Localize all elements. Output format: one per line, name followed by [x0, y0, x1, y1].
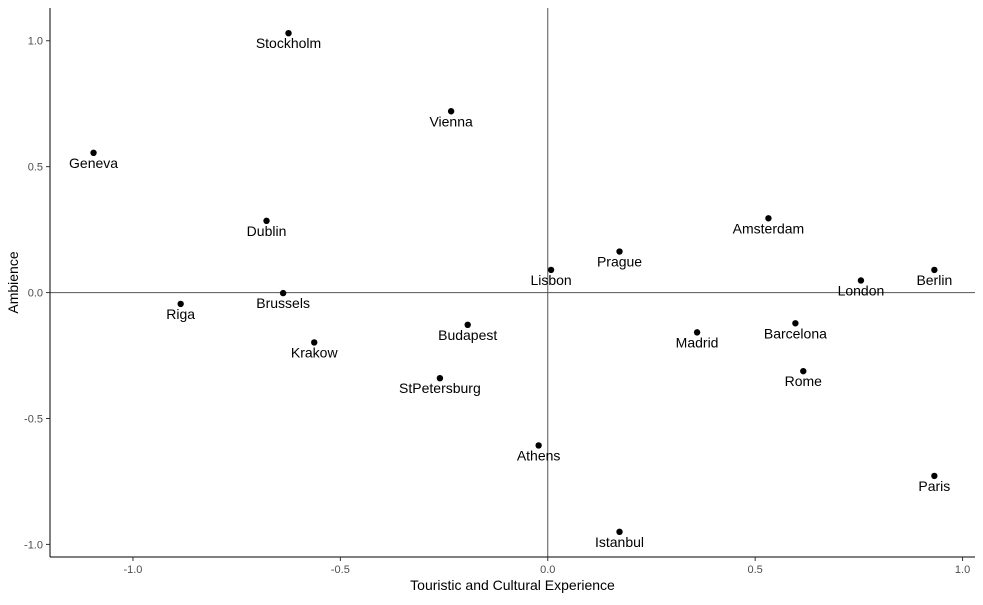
point-label: Brussels: [256, 295, 310, 311]
point-label: Barcelona: [764, 325, 827, 341]
x-axis-title: Touristic and Cultural Experience: [410, 577, 615, 593]
data-point: [931, 472, 938, 480]
y-tick-label: 0.0: [28, 288, 43, 300]
data-point: [800, 367, 807, 375]
y-tick-label: -0.5: [24, 413, 43, 425]
point-label: Krakow: [291, 344, 339, 360]
data-point: [616, 528, 623, 536]
point-label: Berlin: [916, 272, 952, 288]
data-point: [693, 329, 701, 336]
data-point: [436, 374, 444, 382]
data-point: [857, 277, 865, 284]
data-points: [90, 29, 938, 536]
point-labels: Stockholm Vienna Geneva Dublin Amsterdam Prag…: [69, 35, 952, 550]
point-label: Istanbul: [595, 534, 644, 550]
point-label: Dublin: [247, 223, 287, 239]
x-tick-label: 0.0: [540, 564, 555, 576]
point-label: Stockholm: [256, 35, 321, 51]
reference-lines: [50, 8, 975, 557]
point-label: Madrid: [676, 334, 719, 350]
data-point: [90, 149, 97, 157]
data-point: [311, 339, 318, 346]
x-tick-label: -0.5: [331, 564, 350, 576]
point-label: Geneva: [69, 155, 118, 171]
point-label: Lisbon: [530, 272, 571, 288]
point-label: London: [838, 282, 885, 298]
y-tick-label: 1.0: [28, 36, 43, 48]
point-label: Amsterdam: [733, 220, 805, 236]
point-label: Rome: [785, 373, 823, 389]
axes: -1.0 -0.5 0.0 0.5 1.0 -1.0 -0.5 0.0 0.5 1.0: [24, 8, 975, 576]
x-tick-label: 0.5: [748, 564, 763, 576]
data-point: [263, 217, 270, 225]
x-tick-label: 1.0: [955, 564, 970, 576]
data-point: [547, 266, 555, 274]
data-point: [285, 29, 292, 37]
point-label: Prague: [597, 254, 642, 270]
data-point: [464, 321, 471, 329]
data-point: [535, 442, 542, 449]
point-label: Paris: [918, 478, 950, 494]
data-point: [447, 108, 455, 115]
y-axis-title: Ambience: [5, 251, 21, 313]
data-point: [931, 266, 938, 274]
data-point: [177, 300, 184, 308]
point-label: Vienna: [429, 113, 473, 129]
x-tick-label: -1.0: [123, 564, 142, 576]
y-tick-label: -1.0: [24, 539, 43, 551]
data-point: [616, 248, 623, 255]
y-tick-label: 0.5: [28, 162, 43, 174]
point-label: StPetersburg: [399, 380, 481, 396]
point-label: Budapest: [438, 327, 497, 343]
data-point: [765, 215, 772, 222]
point-label: Riga: [166, 306, 195, 322]
data-point: [279, 289, 287, 297]
data-point: [792, 320, 799, 327]
point-label: Athens: [517, 447, 561, 463]
